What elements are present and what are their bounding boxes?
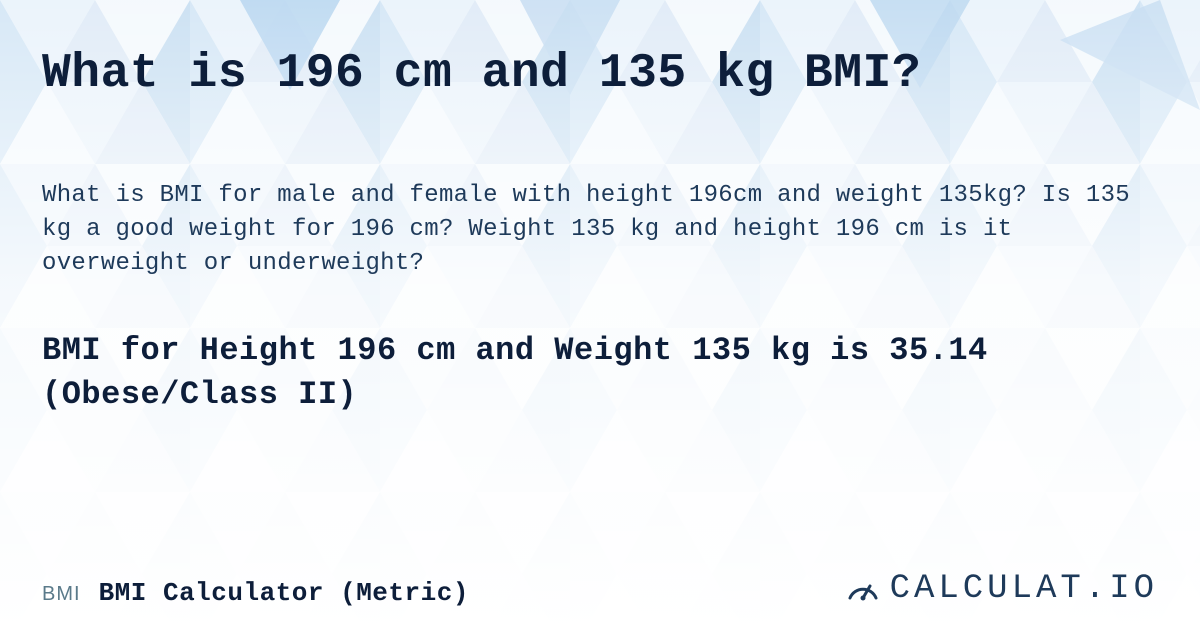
calculator-label: BMI Calculator (Metric) [99, 578, 469, 608]
result-heading: BMI for Height 196 cm and Weight 135 kg … [42, 329, 1092, 417]
main-content: What is 196 cm and 135 kg BMI? What is B… [0, 0, 1200, 630]
brand-name: CALCULAT.IO [890, 570, 1158, 608]
footer: BMI BMI Calculator (Metric) CALCULAT.IO [0, 560, 1200, 630]
bmi-badge: BMI [42, 583, 81, 606]
footer-left: BMI BMI Calculator (Metric) [42, 578, 469, 608]
brand: CALCULAT.IO [846, 570, 1158, 608]
page-title: What is 196 cm and 135 kg BMI? [42, 48, 1158, 101]
description-text: What is BMI for male and female with hei… [42, 179, 1152, 281]
brand-gauge-icon [846, 572, 880, 606]
